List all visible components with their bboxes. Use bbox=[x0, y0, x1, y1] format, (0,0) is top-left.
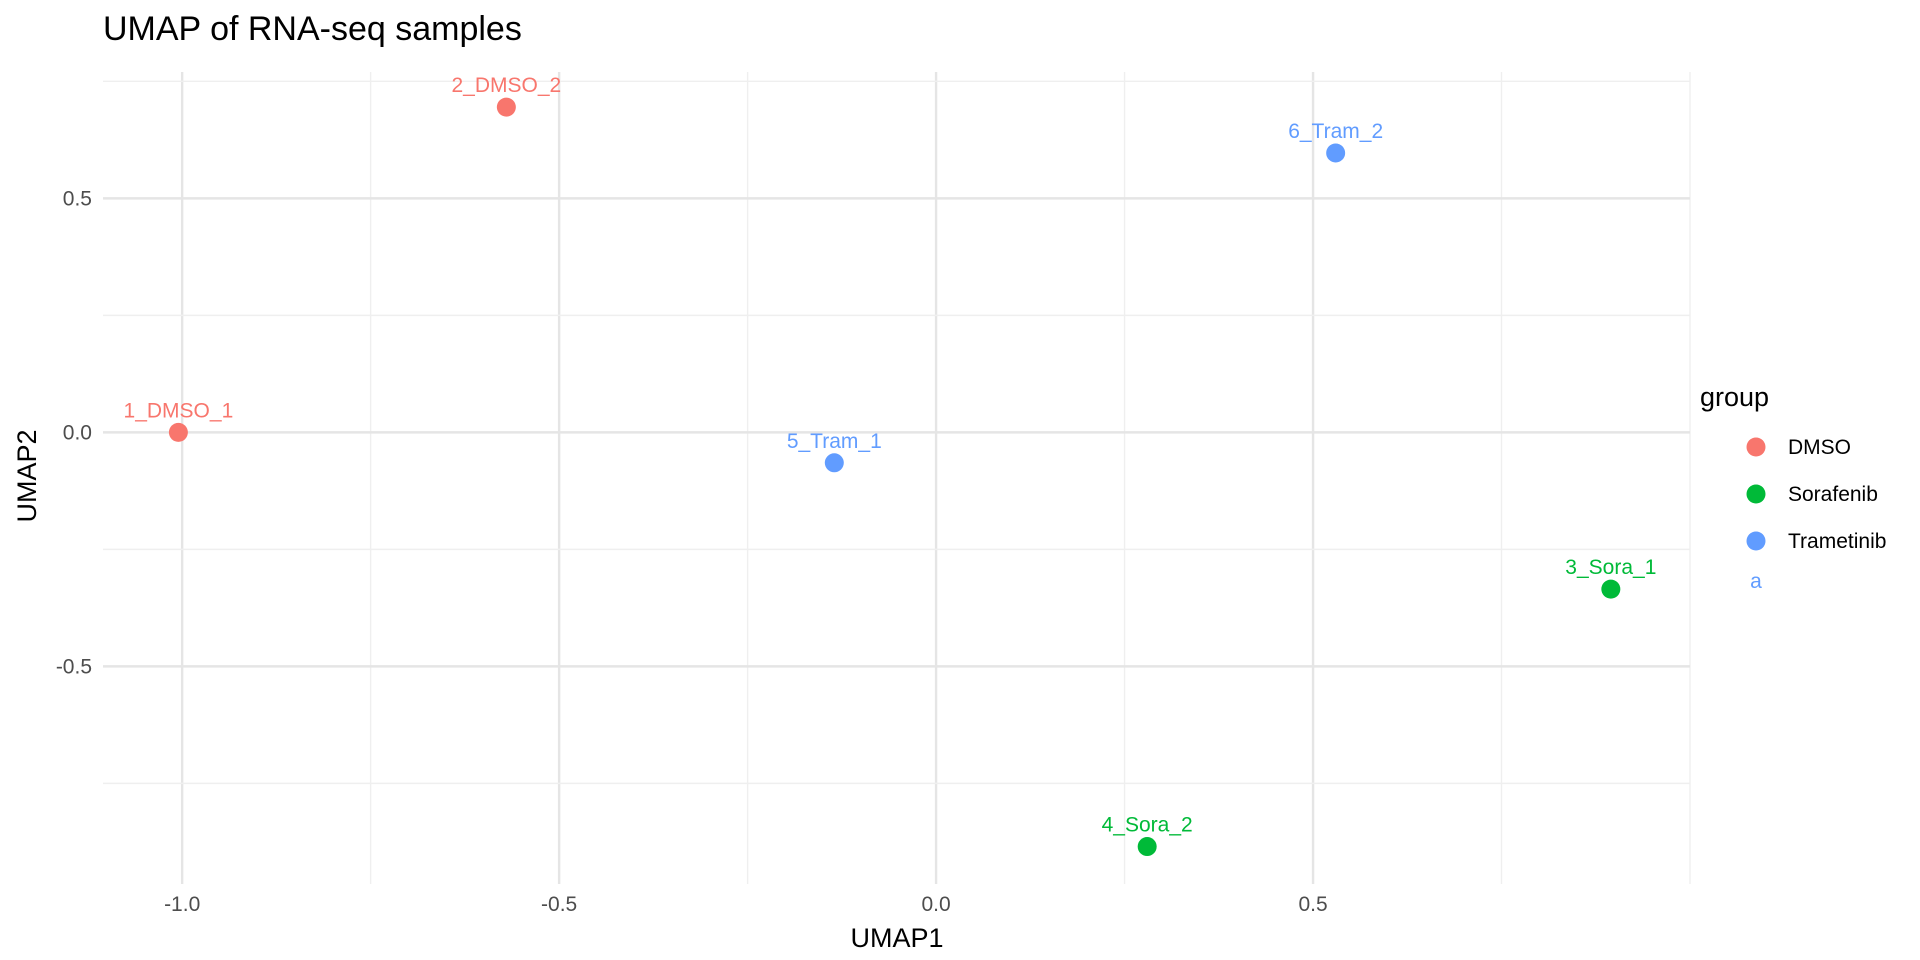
legend-label: DMSO bbox=[1788, 436, 1851, 459]
y-axis-title: UMAP2 bbox=[12, 429, 42, 522]
x-tick-label: 0.5 bbox=[1298, 893, 1327, 916]
legend-entries: DMSO Sorafenib Trametinib bbox=[1746, 436, 1886, 553]
data-point-label: 5_Tram_1 bbox=[787, 430, 882, 453]
data-point bbox=[1137, 837, 1157, 857]
legend-key bbox=[1746, 484, 1766, 504]
x-tick-label: -1.0 bbox=[164, 893, 200, 916]
legend-stray-text: a bbox=[1750, 570, 1762, 593]
data-point bbox=[1326, 143, 1346, 163]
y-tick-label: -0.5 bbox=[56, 655, 92, 678]
y-tick-label: 0.0 bbox=[63, 421, 92, 444]
y-tick-label: 0.5 bbox=[63, 187, 92, 210]
y-axis-ticks: -0.5 0.0 0.5 bbox=[56, 187, 92, 678]
x-tick-label: 0.0 bbox=[921, 893, 950, 916]
data-point-label: 2_DMSO_2 bbox=[451, 74, 561, 97]
data-point-label: 4_Sora_2 bbox=[1102, 814, 1193, 837]
data-point-label: 6_Tram_2 bbox=[1288, 120, 1383, 143]
legend-label: Sorafenib bbox=[1788, 483, 1878, 506]
data-point-group: 2_DMSO_2 bbox=[451, 74, 561, 117]
x-tick-label: -0.5 bbox=[541, 893, 577, 916]
data-point bbox=[496, 97, 516, 117]
legend: group DMSO Sorafenib Trametinib a bbox=[1700, 382, 1886, 593]
legend-key bbox=[1746, 531, 1766, 551]
data-point-group: 6_Tram_2 bbox=[1288, 120, 1383, 163]
grid bbox=[103, 72, 1691, 884]
data-point-label: 1_DMSO_1 bbox=[124, 399, 234, 422]
data-point-group: 4_Sora_2 bbox=[1102, 814, 1193, 857]
legend-key bbox=[1746, 437, 1766, 457]
data-point-group: 5_Tram_1 bbox=[787, 430, 882, 473]
data-point-group: 3_Sora_1 bbox=[1565, 556, 1656, 599]
data-point bbox=[168, 422, 188, 442]
data-point-label: 3_Sora_1 bbox=[1565, 556, 1656, 579]
chart-title: UMAP of RNA-seq samples bbox=[103, 10, 522, 48]
x-axis-ticks: -1.0 -0.5 0.0 0.5 bbox=[164, 893, 1328, 916]
data-points: 1_DMSO_1 2_DMSO_2 3_Sora_1 4_Sora_2 5_Tram_1… bbox=[124, 74, 1656, 857]
x-axis-title: UMAP1 bbox=[850, 923, 943, 953]
legend-label: Trametinib bbox=[1788, 530, 1886, 553]
data-point-group: 1_DMSO_1 bbox=[124, 399, 234, 442]
data-point bbox=[824, 453, 844, 473]
data-point bbox=[1601, 579, 1621, 599]
legend-title: group bbox=[1700, 382, 1769, 412]
